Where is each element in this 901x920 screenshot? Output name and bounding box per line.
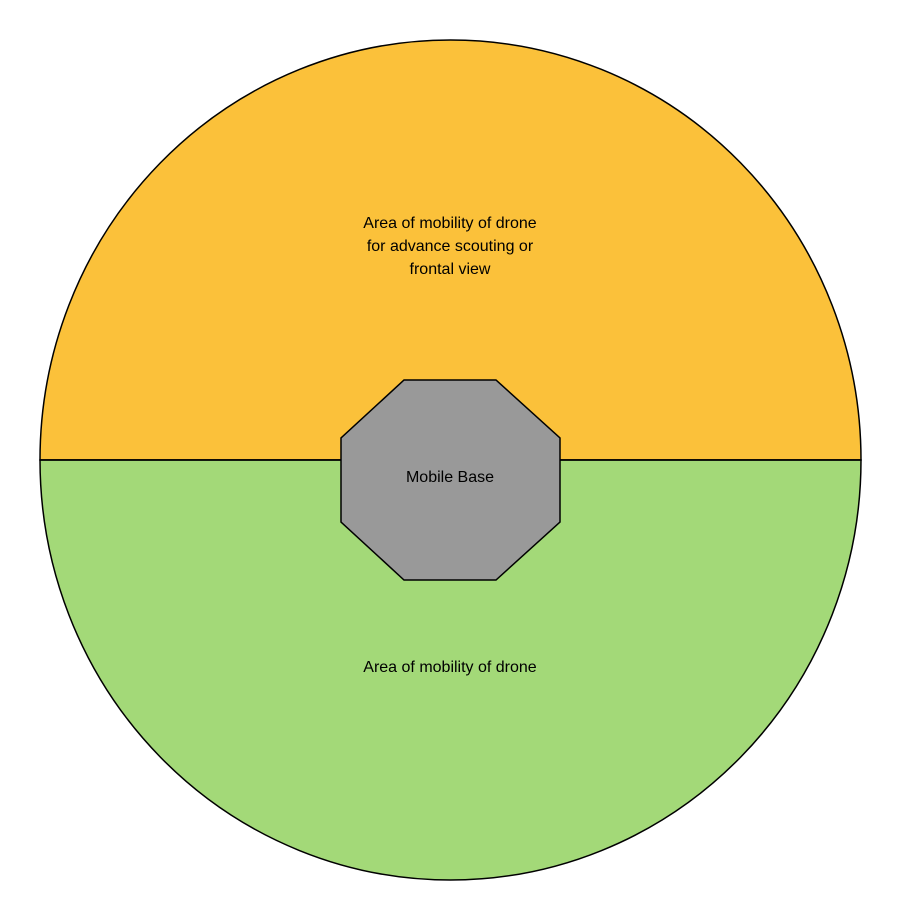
upper-half-region	[39, 39, 862, 461]
lower-half-region	[39, 459, 862, 881]
upper-label-line: for advance scouting or	[366, 238, 534, 255]
upper-region-label: Area of mobility of drone for advance sc…	[300, 212, 600, 281]
mobile-base-octagon	[340, 379, 561, 581]
upper-label-line: Area of mobility of drone	[363, 215, 537, 232]
lower-region-label: Area of mobility of drone	[363, 659, 537, 676]
upper-label-line: frontal view	[409, 261, 491, 278]
mobile-base-label: Mobile Base	[405, 469, 495, 486]
